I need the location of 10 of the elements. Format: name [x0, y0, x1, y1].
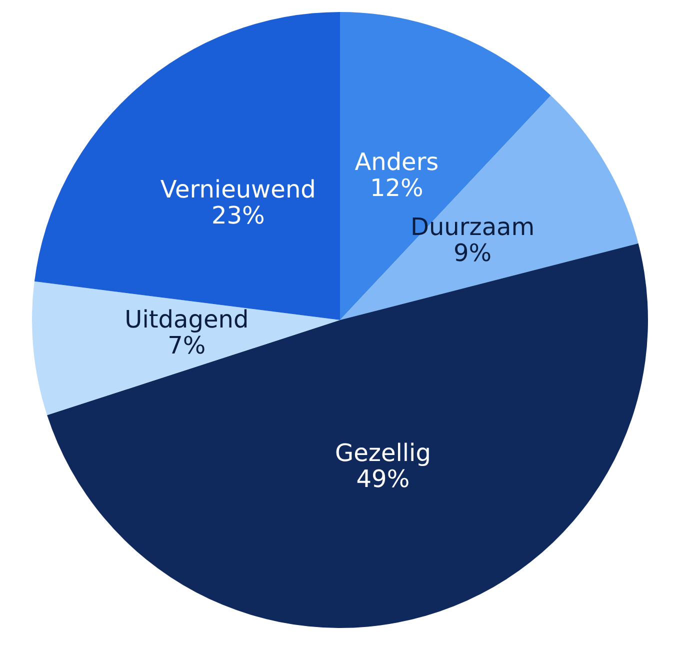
data-label: 49% [356, 465, 410, 494]
slice-label: Duurzaam [410, 212, 535, 241]
data-label: 23% [211, 202, 265, 230]
slice-label: Uitdagend [124, 306, 249, 334]
data-label: 9% [454, 238, 492, 267]
slice-label: Gezellig [334, 439, 431, 468]
slice-label: Anders [354, 148, 439, 176]
data-label: 12% [370, 174, 424, 202]
slice-label: Vernieuwend [160, 176, 316, 204]
data-label: 7% [168, 332, 206, 360]
